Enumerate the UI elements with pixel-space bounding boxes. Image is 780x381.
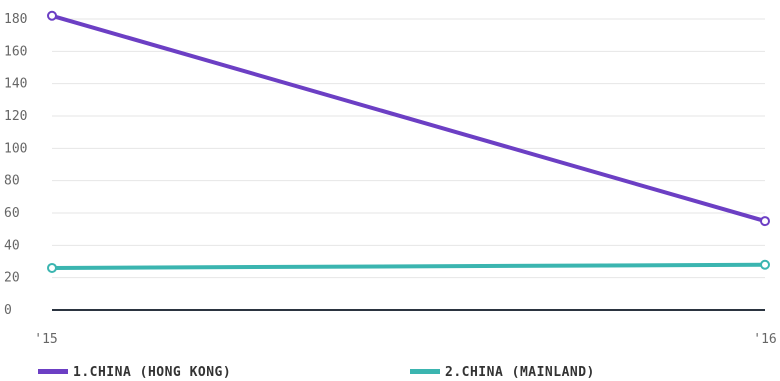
y-tick-label: 80 bbox=[4, 174, 20, 189]
series-line bbox=[50, 13, 767, 224]
series-1 bbox=[47, 10, 770, 227]
data-point bbox=[47, 10, 57, 21]
data-point bbox=[47, 262, 57, 273]
legend: 1.CHINA (HONG KONG) 2.CHINA (MAINLAND) bbox=[38, 365, 595, 380]
series-lines bbox=[47, 10, 770, 273]
series-line bbox=[50, 262, 767, 270]
y-tick-label: 160 bbox=[4, 44, 27, 59]
legend-swatch bbox=[38, 369, 68, 374]
y-tick-label: 120 bbox=[4, 109, 27, 124]
y-tick-label: 100 bbox=[4, 141, 27, 156]
x-tick-label: '16 bbox=[753, 332, 776, 347]
y-tick-label: 140 bbox=[4, 77, 27, 92]
y-axis-ticks: 0 20 40 60 80 100 120 140 160 180 bbox=[4, 12, 27, 318]
y-tick-label: 20 bbox=[4, 271, 20, 286]
grid-lines bbox=[52, 18, 765, 279]
legend-label: 2.CHINA (MAINLAND) bbox=[445, 365, 595, 380]
y-tick-label: 0 bbox=[4, 303, 12, 318]
data-point bbox=[760, 216, 770, 227]
y-tick-label: 40 bbox=[4, 238, 20, 253]
x-axis-ticks: '15 '16 bbox=[34, 332, 776, 347]
legend-item: 2.CHINA (MAINLAND) bbox=[410, 365, 595, 380]
legend-item: 1.CHINA (HONG KONG) bbox=[38, 365, 231, 380]
series-2 bbox=[47, 259, 770, 273]
legend-label: 1.CHINA (HONG KONG) bbox=[73, 365, 231, 380]
x-tick-label: '15 bbox=[34, 332, 57, 347]
y-tick-label: 60 bbox=[4, 206, 20, 221]
y-tick-label: 180 bbox=[4, 12, 27, 27]
data-point bbox=[760, 259, 770, 270]
legend-swatch bbox=[410, 369, 440, 374]
